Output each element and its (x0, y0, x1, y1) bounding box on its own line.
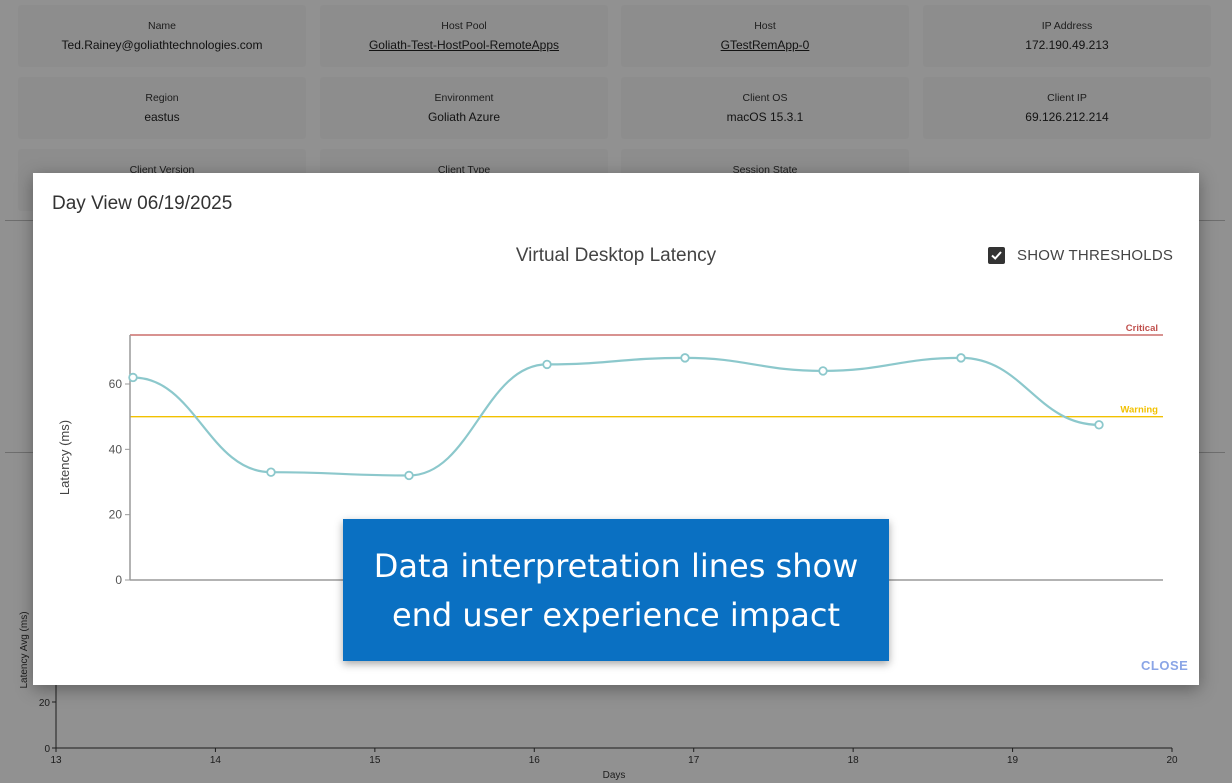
x-axis-label: Days (603, 770, 626, 781)
info-card: Name Ted.Rainey@goliathtechnologies.com (18, 5, 306, 67)
info-card-value: macOS 15.3.1 (726, 110, 804, 124)
info-card-label: Client OS (742, 92, 788, 104)
info-card-value[interactable]: GTestRemApp-0 (720, 38, 810, 52)
x-tick-label: 20 (1166, 755, 1178, 766)
info-card-label: Client IP (1047, 92, 1087, 104)
info-card: Host Pool Goliath-Test-HostPool-RemoteApp… (320, 5, 608, 67)
data-point (266, 467, 276, 477)
info-card: Environment Goliath Azure (320, 77, 608, 139)
callout-box: Data interpretation lines show end user … (343, 519, 889, 661)
x-tick-label: 18 (848, 755, 860, 766)
info-card: Client IP 69.126.212.214 (923, 77, 1211, 139)
info-card: Host GTestRemApp-0 (621, 5, 909, 67)
latency-avg-chart: Latency Avg (ms) Days 13 14 15 16 17 18 19 20 0 20 (19, 611, 1178, 781)
dialog-title: Day View 06/19/2025 (52, 193, 233, 214)
x-tick-label: 17 (688, 755, 700, 766)
y-tick-label: 0 (44, 744, 50, 755)
info-card-value[interactable]: Goliath-Test-HostPool-RemoteApps (368, 38, 560, 52)
info-card-label: Region (145, 92, 179, 104)
info-card-value: Goliath Azure (427, 110, 501, 124)
chart-title: Virtual Desktop Latency (515, 245, 717, 266)
y-tick-label: 40 (109, 442, 123, 456)
x-tick-label: 13 (50, 755, 62, 766)
y-axis-label: Latency (ms) (57, 420, 72, 495)
checkbox-checked-icon[interactable] (988, 247, 1005, 264)
y-tick-label: 20 (39, 698, 51, 709)
info-card-label: Environment (434, 92, 494, 104)
info-card-label: IP Address (1041, 20, 1093, 32)
y-tick-label: 60 (109, 377, 123, 391)
data-point (404, 470, 414, 481)
info-card-value: 69.126.212.214 (1025, 110, 1109, 124)
info-card-value: eastus (144, 110, 180, 124)
x-tick-label: 14 (210, 755, 222, 766)
y-axis-label: Latency Avg (ms) (19, 611, 30, 688)
info-card-value: Ted.Rainey@goliathtechnologies.com (61, 38, 263, 52)
data-point (542, 359, 552, 370)
y-tick-label: 20 (109, 508, 123, 522)
close-button[interactable]: CLOSE (1141, 658, 1189, 673)
x-tick-label: 15 (369, 755, 381, 766)
info-card: Region eastus (18, 77, 306, 139)
callout-line-1: Data interpretation lines show (373, 547, 859, 585)
latency-chart: Critical Warning 0 20 40 60 Latency (ms) (57, 323, 1163, 587)
data-point (128, 372, 138, 383)
data-point (680, 353, 690, 363)
info-card: IP Address 172.190.49.213 (923, 5, 1211, 67)
show-thresholds-toggle[interactable]: SHOW THRESHOLDS (988, 247, 1173, 264)
info-card-label: Host (754, 20, 776, 32)
x-tick-label: 16 (529, 755, 541, 766)
threshold-label-critical: Critical (1126, 323, 1158, 334)
info-card-value: 172.190.49.213 (1025, 38, 1109, 52)
callout-line-2: end user experience impact (391, 596, 841, 634)
x-tick-label: 19 (1007, 755, 1019, 766)
data-point (818, 366, 828, 376)
data-point (1094, 420, 1104, 430)
info-card-label: Name (147, 20, 176, 32)
threshold-label-warning: Warning (1120, 405, 1158, 416)
show-thresholds-label: SHOW THRESHOLDS (1017, 247, 1174, 264)
info-card-label: Host Pool (441, 20, 487, 32)
y-tick-label: 0 (115, 573, 122, 587)
data-point (956, 353, 966, 363)
info-card: Client OS macOS 15.3.1 (621, 77, 909, 139)
